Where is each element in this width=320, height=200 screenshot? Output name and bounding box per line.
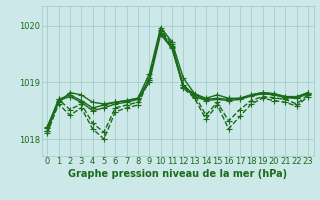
X-axis label: Graphe pression niveau de la mer (hPa): Graphe pression niveau de la mer (hPa) (68, 169, 287, 179)
